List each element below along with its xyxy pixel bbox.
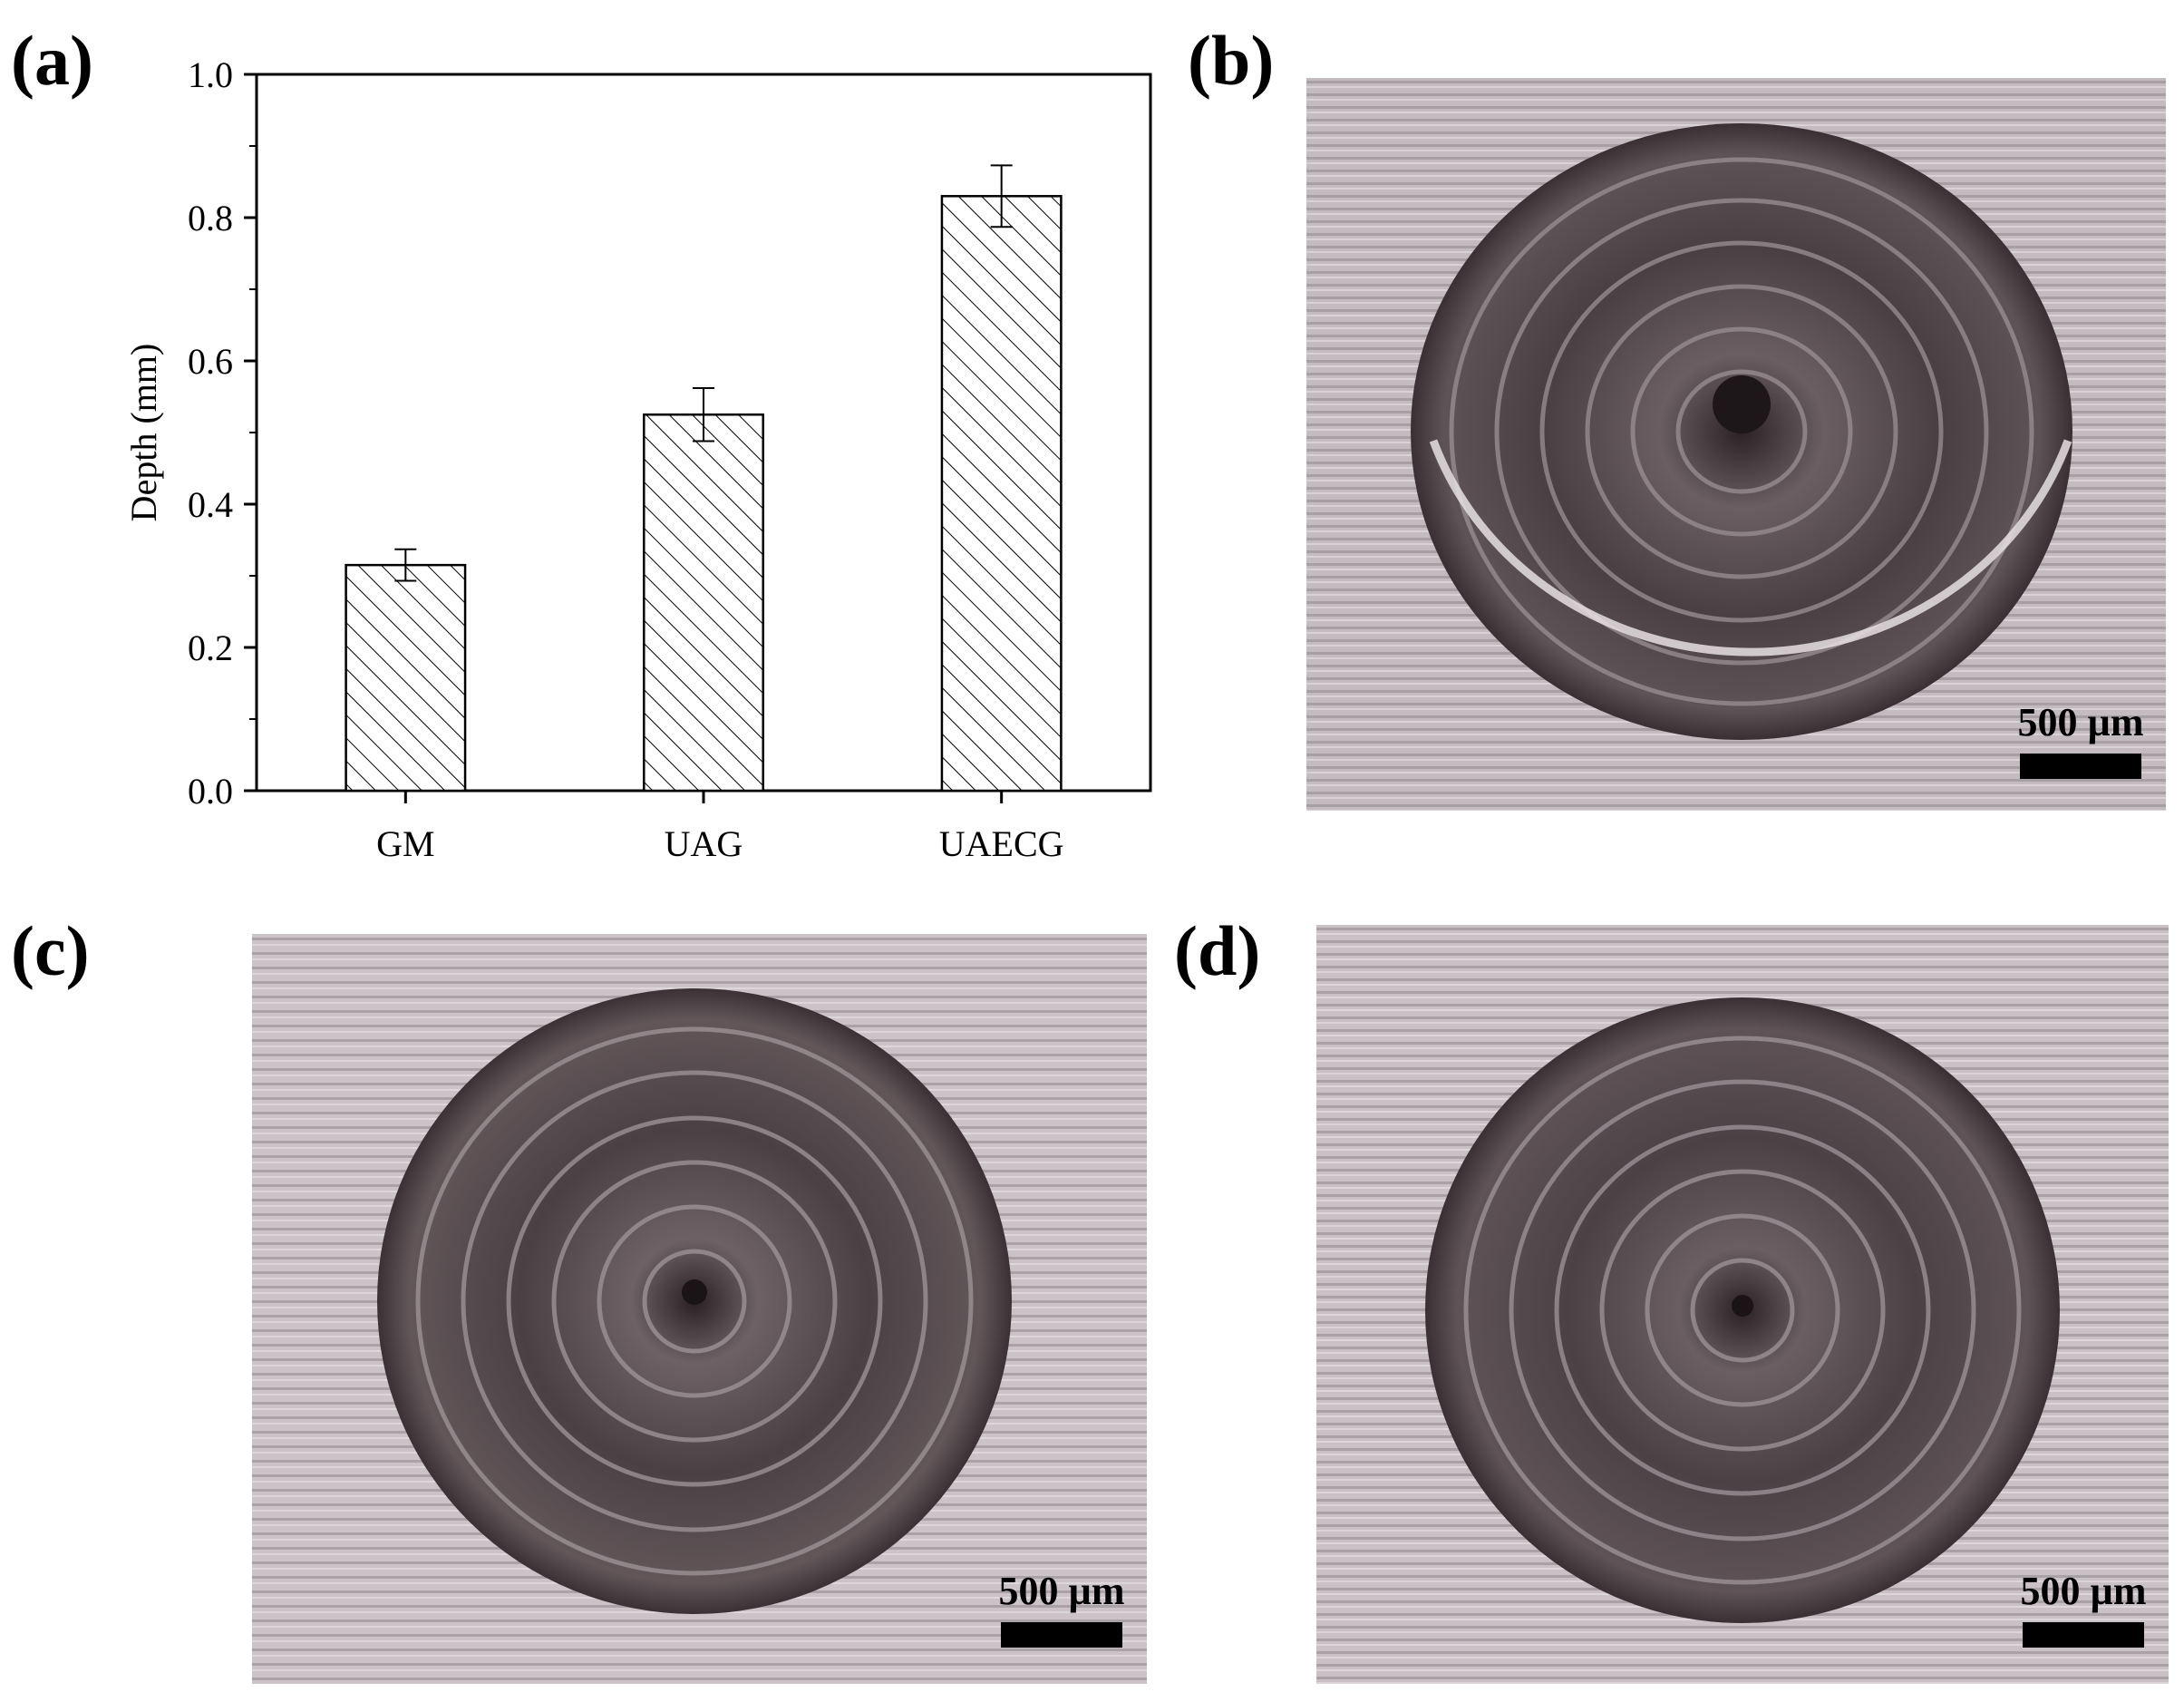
bar-chart: 0.0 0.2 0.4 0.6 0.8 1.0 GM UAG UAECG Depth (mm) <box>123 54 1152 864</box>
micrograph-c: 500 µm <box>252 934 1147 1684</box>
scale-bar-c: 500 µm <box>980 1571 1143 1648</box>
y-tick-label: 1.0 <box>188 54 233 95</box>
x-tick-label-gm: GM <box>376 823 434 864</box>
bar-gm <box>345 563 467 793</box>
x-tick-label-uag: UAG <box>665 823 743 864</box>
panel-label-a: (a) <box>11 21 93 100</box>
y-tick-label: 0.0 <box>188 771 233 812</box>
bar-uaecg <box>940 195 1063 793</box>
scale-bar-d: 500 µm <box>2002 1571 2165 1648</box>
bar-uag <box>643 413 764 793</box>
y-axis-label: Depth (mm) <box>123 344 164 522</box>
scale-bar-line <box>2023 1622 2144 1648</box>
panel-label-c: (c) <box>11 911 90 990</box>
scale-label: 500 µm <box>2017 700 2144 744</box>
y-tick-label: 0.6 <box>188 341 233 382</box>
scale-label: 500 µm <box>998 1569 1125 1613</box>
scale-bar-line <box>1001 1622 1122 1648</box>
micrograph-d: 500 µm <box>1316 925 2169 1684</box>
scale-label: 500 µm <box>2020 1569 2147 1613</box>
panel-label-b: (b) <box>1188 21 1275 100</box>
y-tick-label: 0.8 <box>188 198 233 238</box>
scale-bar-b: 500 µm <box>1999 703 2162 779</box>
y-tick-label: 0.4 <box>188 484 233 525</box>
y-tick-label: 0.2 <box>188 627 233 668</box>
panel-label-d: (d) <box>1174 911 1261 990</box>
x-tick-label-uaecg: UAECG <box>939 823 1064 864</box>
micrograph-b: 500 µm <box>1306 78 2166 811</box>
scale-bar-line <box>2020 754 2141 779</box>
